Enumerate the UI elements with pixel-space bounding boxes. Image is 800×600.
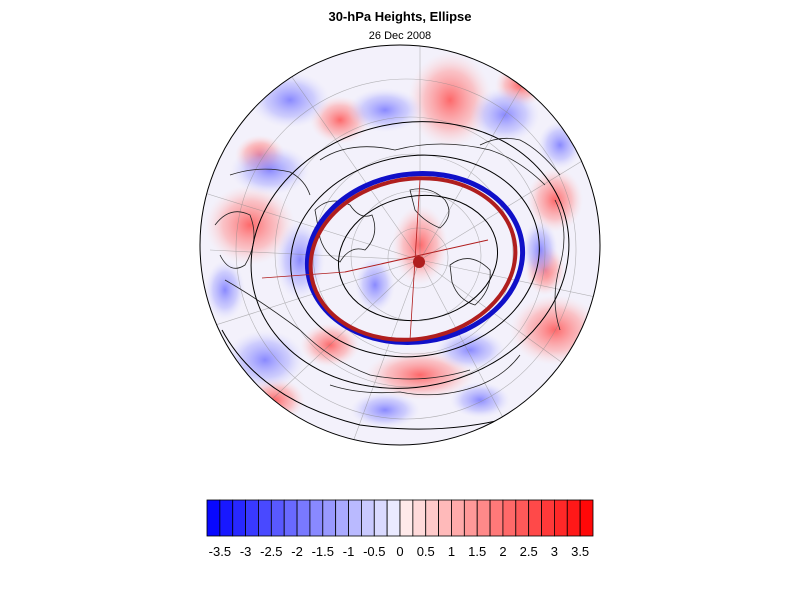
colorbar-tick-label: 2: [499, 544, 506, 559]
colorbar-box: [566, 499, 581, 537]
colorbar-tick-label: 0: [396, 544, 403, 559]
major-axis: [344, 239, 489, 273]
colorbar-tick-label: -0.5: [363, 544, 385, 559]
colorbar-box: [270, 499, 285, 537]
fitted-ellipse: [308, 176, 518, 342]
colorbar-tick-label: 1.5: [468, 544, 486, 559]
colorbar-box: [245, 499, 259, 537]
colorbar-box: [579, 499, 594, 537]
colorbar-box: [206, 499, 221, 537]
colorbar-tick-label: 0.5: [417, 544, 435, 559]
colorbar-box: [283, 499, 298, 537]
colorbar-tick-label: 3.5: [571, 544, 589, 559]
coastlines: [214, 137, 565, 396]
figure-date: 26 Dec 2008: [368, 30, 432, 42]
colorbar-box: [438, 499, 452, 537]
colorbar-box: [528, 499, 542, 537]
colorbar-tick-label: 3: [551, 544, 558, 559]
colorbar-box: [451, 499, 465, 537]
vortex-center: [413, 256, 425, 268]
colorbar-tick-label: -3: [240, 544, 252, 559]
vortex-ellipses: [261, 170, 526, 346]
colorbar-box: [309, 499, 324, 537]
colorbar-box: [412, 499, 427, 537]
anomaly-field: [200, 45, 600, 445]
height-contours: [221, 121, 570, 430]
colorbar-labels: -3.5 -3 -2.5 -2 -1.5 -1 -0.5 0 0.5 1 1.5 2 2.5 3 3.5: [209, 544, 590, 559]
colorbar-box: [489, 499, 504, 537]
colorbar-tick-label: -3.5: [209, 544, 231, 559]
colorbar-box: [335, 499, 349, 537]
axis-extension: [261, 271, 346, 279]
colorbar-box: [373, 499, 388, 537]
colorbar-box: [463, 499, 478, 537]
colorbar-box: [348, 499, 362, 537]
colorbar-box: [258, 499, 272, 537]
map-border: [199, 44, 601, 446]
colorbar-box: [502, 499, 517, 537]
colorbar-box: [296, 499, 311, 537]
colorbar-box: [541, 499, 555, 537]
colorbar-box: [360, 499, 375, 537]
colorbar-box: [554, 499, 568, 537]
colorbar-tick-label: 1: [448, 544, 455, 559]
colorbar-tick-label: -2: [291, 544, 303, 559]
colorbar-box: [399, 499, 414, 537]
observed-edge: [304, 170, 526, 346]
colorbar-box: [322, 499, 337, 537]
colorbar-box: [219, 499, 234, 537]
colorbar-tick-label: -1: [343, 544, 355, 559]
colorbar-tick-label: -1.5: [312, 544, 334, 559]
colorbar-box: [476, 499, 491, 537]
colorbar-box: [232, 499, 247, 537]
figure-title: 30-hPa Heights, Ellipse: [328, 9, 472, 24]
colorbar-box: [386, 499, 401, 537]
colorbar-box: [515, 499, 530, 537]
colorbar-tick-label: 2.5: [520, 544, 538, 559]
colorbar-boxes: [206, 499, 594, 537]
colorbar-box: [425, 499, 440, 537]
colorbar-tick-label: -2.5: [260, 544, 282, 559]
